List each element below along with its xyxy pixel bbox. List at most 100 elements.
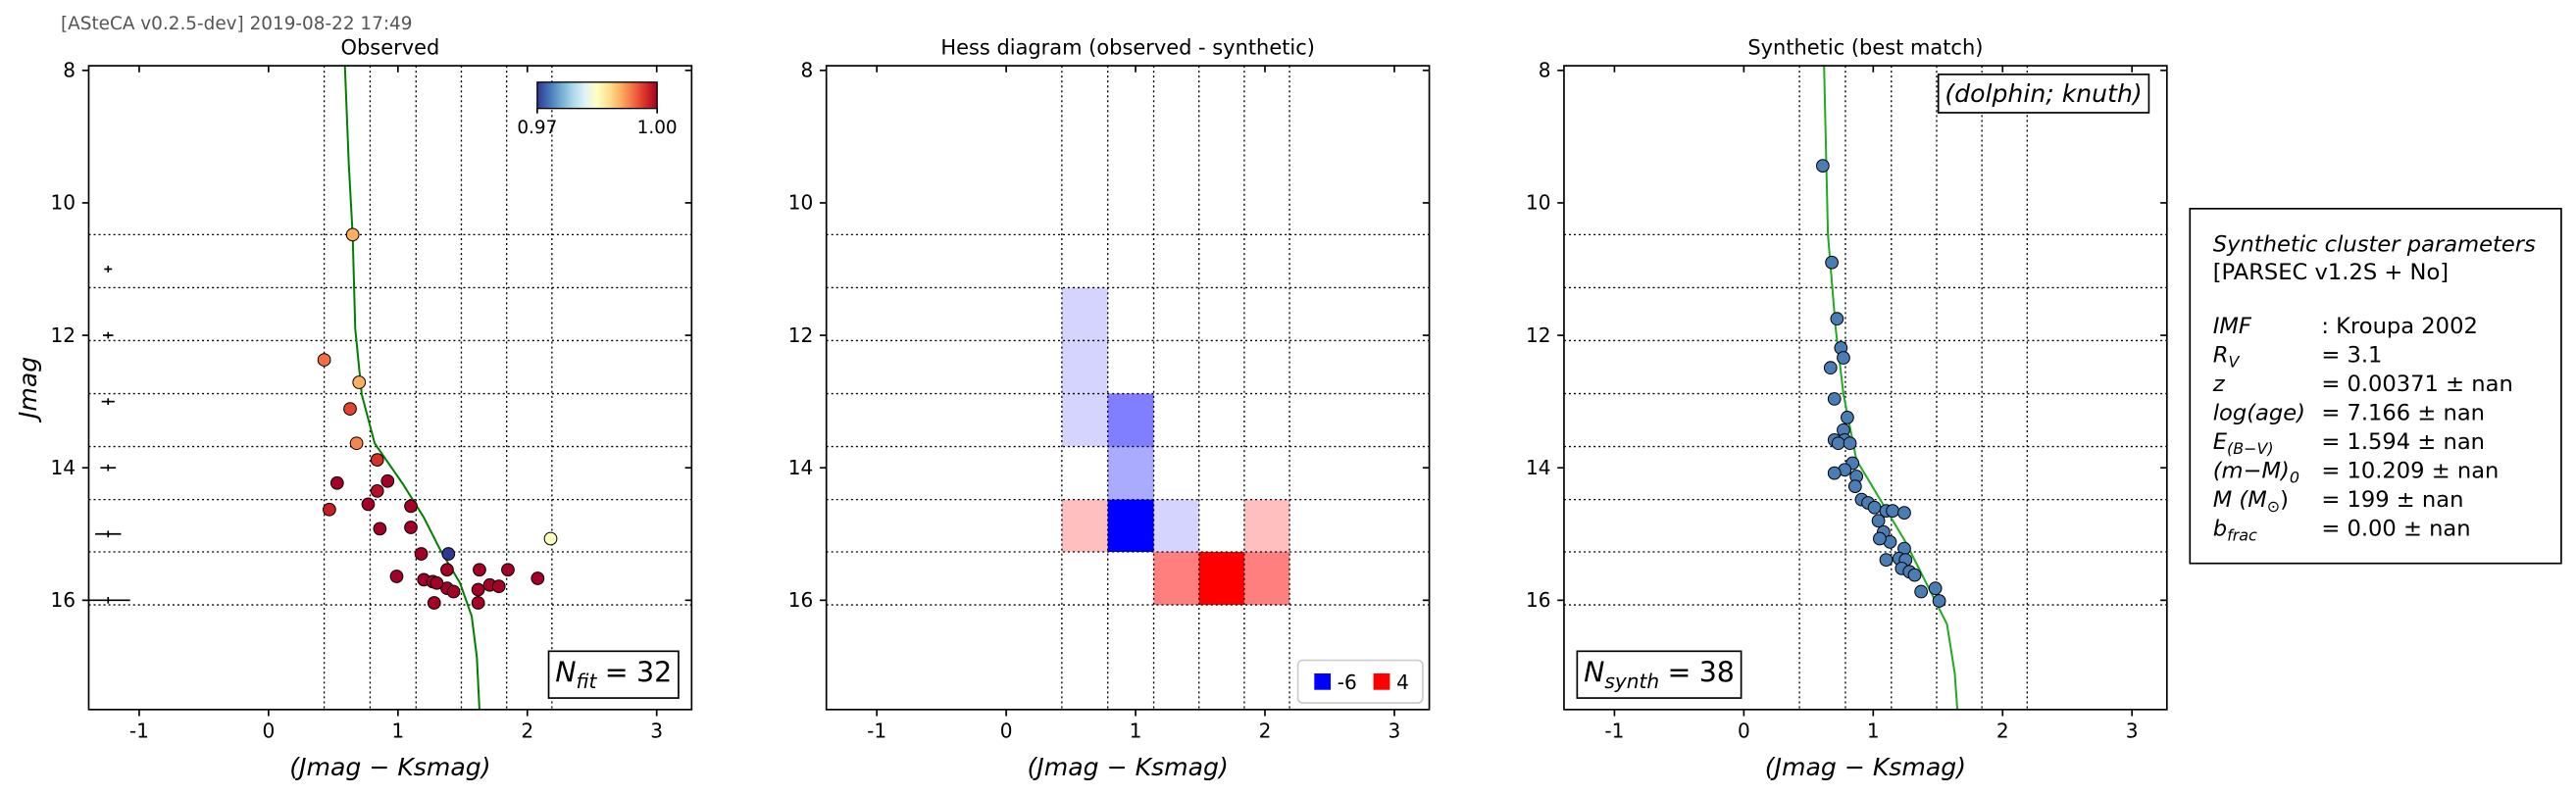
parameter-name: E(B−V) [2213,429,2274,458]
hess-cell [1061,287,1108,341]
star [1914,584,1929,599]
star [1831,436,1845,451]
method-label: (dolphin; knuth) [1945,79,2142,108]
annotation-value: 32 [636,656,672,688]
star [473,563,486,577]
star [441,547,456,561]
axes-frame [87,65,693,711]
star [414,547,429,561]
legend-swatch [1314,672,1332,690]
hess-cell [1244,447,1289,500]
parameter-symbol: IMF [2213,314,2252,339]
parameter-symbol-end: ) [2280,487,2289,513]
hess-cell [1154,234,1199,287]
star [370,453,384,467]
x-tick-label: -1 [1604,719,1624,742]
hess-cell [1154,287,1199,340]
hess-cell [1107,499,1154,553]
y-tick-label: 16 [1526,588,1551,612]
star [343,402,357,416]
parameter-symbol: M (M [2213,487,2267,513]
hess-cell [1199,500,1244,552]
parameters-box [2189,207,2562,565]
star [317,353,331,367]
hess-cell [1108,234,1154,287]
hess-cell [1154,394,1199,447]
star [361,497,376,512]
star [345,227,360,242]
hess-cell [1243,499,1290,553]
star [543,531,558,546]
hess-cell [1199,340,1244,393]
star [404,499,418,514]
y-tick-label: 10 [788,191,814,215]
star [1867,500,1882,515]
x-tick-label: 2 [521,719,533,742]
star [323,502,336,517]
x-tick-label: 2 [1259,719,1272,742]
x-tick-label: 2 [1996,719,2009,742]
star [491,579,506,594]
x-tick-label: 1 [1130,719,1142,742]
header: [ASteCA v0.2.5-dev] 2019-08-22 17:49 [61,14,412,34]
star [1815,159,1830,173]
parameters-panel: Synthetic cluster parameters [PARSEC v1.2… [2189,207,2562,565]
y-tick-label: 16 [50,588,76,612]
star [349,436,364,451]
parameter-symbol: E [2213,429,2228,455]
star [389,570,404,583]
y-tick-label: 14 [1526,456,1551,479]
x-tick-label: 0 [262,719,275,742]
parameters-title: Synthetic cluster parameters [2213,231,2536,257]
y-tick-label: 10 [50,191,76,215]
parameter-subscript: V [2228,353,2240,372]
star [1879,553,1894,567]
star [1841,410,1854,424]
hess-cell [1108,552,1154,605]
hess-cell [1243,552,1290,606]
hess-cell [1199,234,1244,287]
hess-cell [1154,447,1199,500]
colorbar-tick-label: 0.97 [517,118,557,138]
star [1907,568,1922,582]
star [329,475,344,490]
star [1827,466,1842,480]
annotation-symbol: N [555,656,576,688]
parameter-name: (m−M)0 [2213,459,2299,487]
annotation: Nfit = 32 [555,656,672,693]
hess-cell [1244,394,1289,447]
y-tick-label: 12 [50,323,76,347]
star [440,563,454,577]
star [370,483,384,498]
x-tick-label: 0 [1000,719,1013,742]
hess-cell [1061,499,1108,553]
annotation-relation: = [605,656,629,688]
x-tick-label: 3 [1389,719,1401,742]
parameter-subscript: (B−V) [2227,439,2274,458]
y-tick-label: 14 [788,456,814,479]
parameter-subscript: ⊙ [2267,497,2280,516]
star [404,521,418,534]
parameter-value: = 1.594 ± nan [2321,429,2485,455]
legend-label: 4 [1396,671,1409,694]
hess-cell [1199,447,1244,500]
parameter-name: IMF [2213,314,2252,339]
x-tick-label: 1 [1867,719,1880,742]
annotation-box [547,650,680,699]
parameter-value: = 7.166 ± nan [2321,401,2485,426]
parameter-symbol: z [2212,372,2226,397]
y-tick-label: 16 [788,588,814,612]
parameter-name: RV [2213,343,2241,372]
y-tick-label: 12 [788,323,814,347]
colorbar [536,81,658,110]
parameter-name: log(age) [2213,401,2305,426]
parameter-subscript: frac [2227,526,2257,545]
star [429,575,444,590]
x-axis-label: (Jmag − Ksmag) [1028,753,1229,781]
